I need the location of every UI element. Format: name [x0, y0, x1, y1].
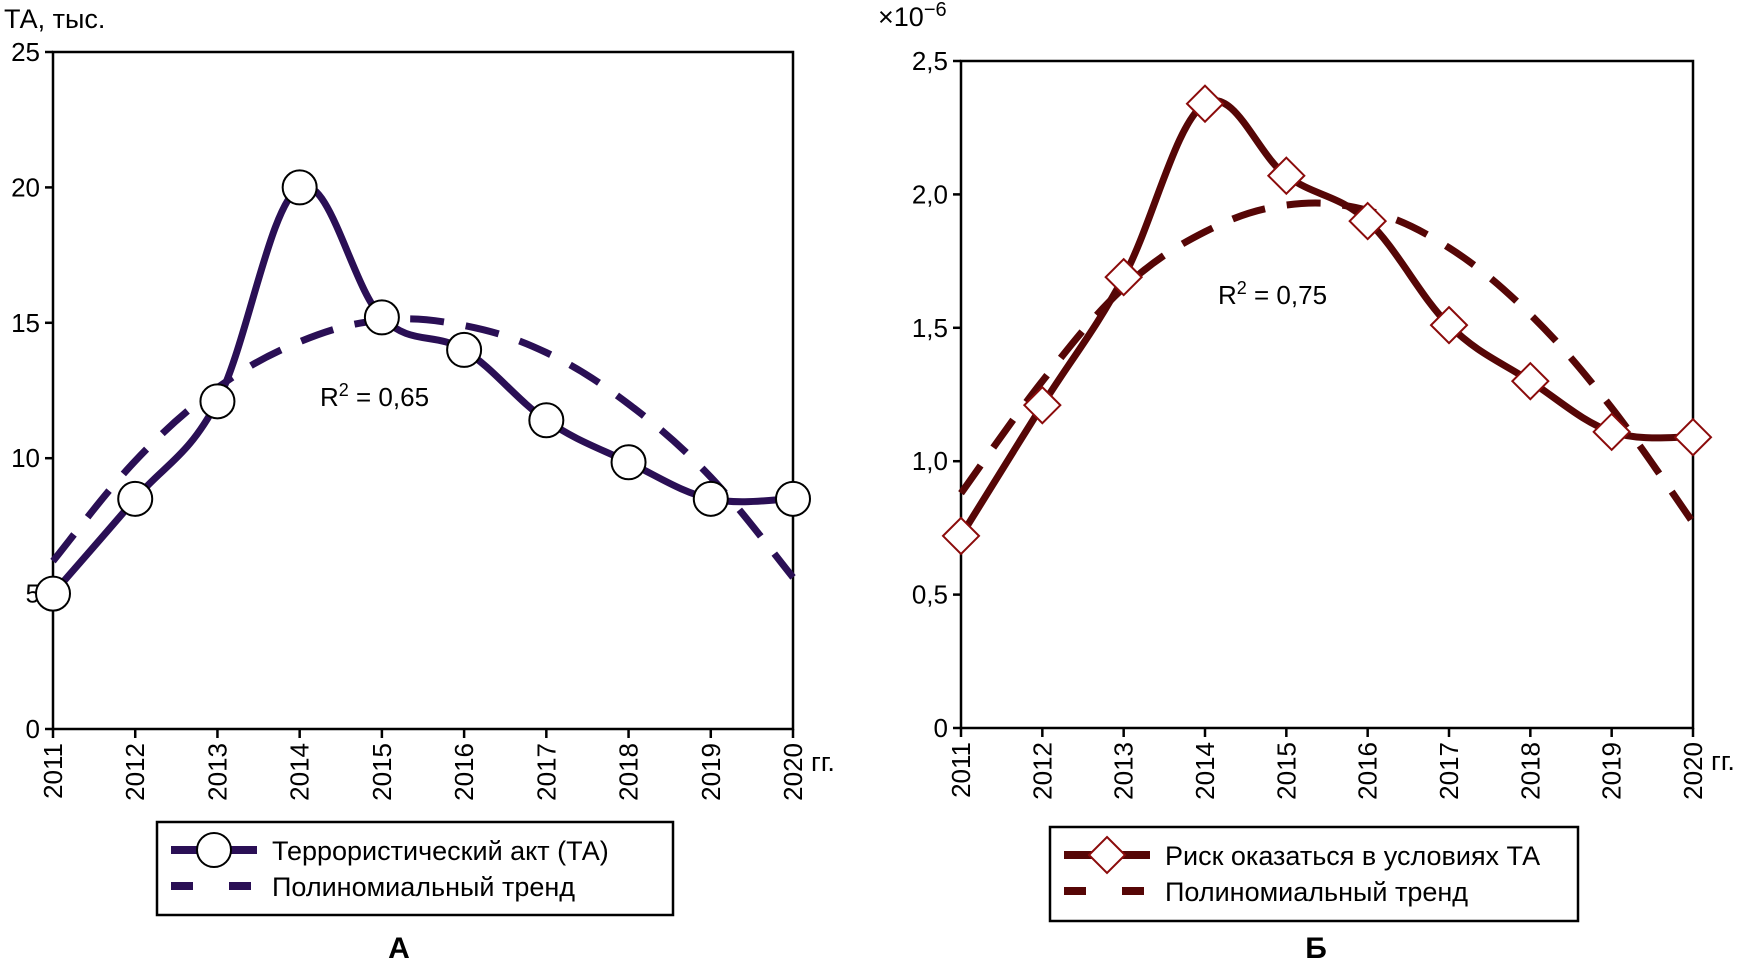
data-point: [446, 331, 483, 368]
legend: Террористический акт (ТА) Полиномиальный …: [155, 820, 675, 917]
x-tick-label: 2015: [367, 743, 397, 801]
trend-line: [958, 199, 1696, 525]
data-point: [1185, 84, 1225, 124]
x-tick-label: 2019: [1597, 742, 1627, 800]
x-tick-label: 2013: [1109, 742, 1139, 800]
data-point: [1673, 417, 1713, 457]
y-tick-label: 1,5: [912, 313, 948, 343]
series-line: [958, 97, 1694, 538]
plot-frame: [51, 50, 795, 731]
legend-box: [1048, 825, 1580, 923]
data-point: [281, 169, 318, 206]
x-axis-unit: гг.: [1711, 746, 1735, 776]
data-point: [1510, 361, 1550, 401]
data-point: [363, 299, 400, 336]
y-tick-label: 0,5: [912, 580, 948, 610]
legend-box: [155, 820, 675, 917]
x-tick-label: 2012: [1027, 742, 1057, 800]
data-point: [1429, 305, 1469, 345]
data-point: [199, 383, 236, 420]
y-tick-label: 20: [11, 172, 40, 202]
y-axis-title: ×10−6: [878, 0, 947, 32]
y-tick-label: 15: [11, 308, 40, 338]
r-squared-annotation: R2 = 0,75: [1218, 278, 1327, 310]
x-tick-label: 2014: [285, 743, 315, 801]
plot-frame: [959, 59, 1695, 730]
data-point: [775, 480, 811, 517]
y-tick-label: 1,0: [912, 446, 948, 476]
y-tick-label: 10: [11, 443, 40, 473]
x-tick-label: 2014: [1190, 742, 1220, 800]
x-tick-label: 2017: [531, 743, 561, 801]
y-axis-title: ТА, тыс.: [4, 4, 105, 34]
legend: Риск оказаться в условиях ТА Полиномиальн…: [1048, 825, 1580, 923]
x-tick-label: 2011: [38, 743, 68, 799]
x-tick-label: 2018: [1515, 742, 1545, 800]
x-axis-unit: гг.: [811, 747, 835, 777]
legend-label-series: Риск оказаться в условиях ТА: [1165, 841, 1540, 871]
chart-panel-A: 0 5 10 15 20 25 2011 2012 2013 2014 2015 2016 2017 20…: [4, 4, 835, 963]
data-point: [1022, 385, 1062, 425]
y-tick-label: 2,5: [912, 46, 948, 76]
trend-line: [50, 315, 796, 580]
x-tick-label: 2016: [1353, 742, 1383, 800]
data-point: [117, 480, 154, 517]
x-tick-label: 2018: [614, 743, 644, 801]
data-point: [610, 444, 647, 481]
data-point: [1104, 257, 1144, 297]
legend-label-series: Террористический акт (ТА): [272, 836, 609, 866]
data-point: [35, 575, 71, 612]
legend-marker-circle: [196, 832, 232, 868]
x-tick-label: 2011: [946, 742, 976, 798]
x-tick-label: 2015: [1271, 742, 1301, 800]
data-point: [941, 516, 981, 556]
x-tick-label: 2012: [120, 743, 150, 801]
x-tick-label: 2020: [778, 743, 808, 801]
r-squared-annotation: R2 = 0,65: [320, 380, 429, 412]
data-point: [1348, 201, 1388, 241]
data-point: [528, 402, 565, 439]
y-tick-label: 5: [26, 579, 40, 609]
legend-marker-diamond: [1087, 835, 1127, 875]
data-point: [1266, 156, 1306, 196]
x-tick-label: 2013: [202, 743, 232, 801]
y-tick-label: 25: [11, 37, 40, 67]
chart-panel-B: 0 0,5 1,0 1,5 2,0 2,5 2011 2012 2013 2014 2015 2016…: [878, 0, 1735, 963]
legend-label-trend: Полиномиальный тренд: [272, 872, 575, 902]
legend-label-trend: Полиномиальный тренд: [1165, 877, 1468, 907]
x-tick-label: 2020: [1678, 742, 1708, 800]
y-tick-label: 0: [934, 713, 948, 743]
x-tick-label: 2017: [1434, 742, 1464, 800]
y-tick-label: 2,0: [912, 179, 948, 209]
panel-letter: Б: [1305, 932, 1327, 963]
x-tick-label: 2016: [449, 743, 479, 801]
data-point: [692, 480, 729, 517]
y-tick-label: 0: [26, 714, 40, 744]
x-tick-label: 2019: [696, 743, 726, 801]
panel-letter: А: [388, 932, 410, 963]
data-point: [1592, 412, 1632, 452]
